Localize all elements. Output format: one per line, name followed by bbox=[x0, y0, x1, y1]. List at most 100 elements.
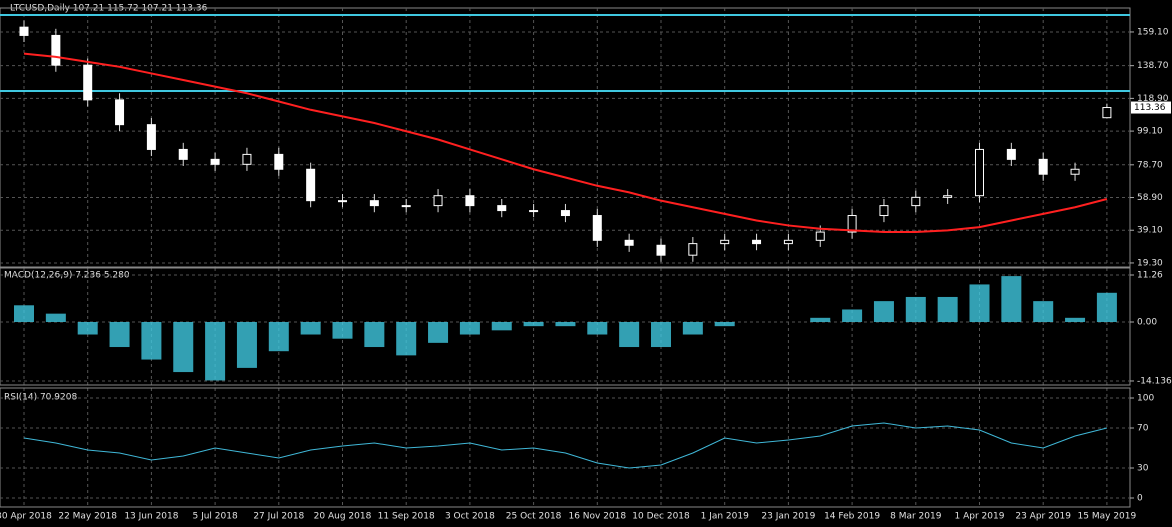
candle-body bbox=[210, 158, 220, 165]
candle-body bbox=[752, 239, 762, 245]
x-tick-label: 25 Oct 2018 bbox=[506, 512, 562, 522]
x-tick-label: 23 Jan 2019 bbox=[761, 512, 815, 522]
rsi-title: RSI(14) 70.9208 bbox=[4, 393, 77, 403]
candle-body bbox=[274, 153, 284, 170]
candle-body bbox=[178, 148, 188, 160]
x-tick-label: 13 Jun 2018 bbox=[124, 512, 178, 522]
y-tick-label: 11.26 bbox=[1137, 271, 1163, 281]
macd-bar bbox=[332, 321, 353, 339]
candle-body bbox=[401, 205, 411, 208]
x-tick-label: 8 Mar 2019 bbox=[890, 512, 942, 522]
panel-frame bbox=[0, 387, 1131, 508]
y-tick-label: -14.136 bbox=[1137, 376, 1172, 386]
macd-bar bbox=[714, 321, 735, 327]
x-tick-label: 11 Sep 2018 bbox=[378, 512, 435, 522]
macd-bar bbox=[300, 321, 321, 335]
panel-frame bbox=[0, 267, 1131, 386]
candle-body bbox=[879, 205, 889, 217]
price-label-box bbox=[1131, 101, 1171, 114]
macd-bar bbox=[587, 321, 608, 335]
candle-body bbox=[19, 26, 29, 36]
macd-bar bbox=[236, 321, 257, 368]
x-tick-label: 30 Apr 2018 bbox=[0, 512, 52, 522]
y-tick-label: 0 bbox=[1137, 494, 1143, 504]
macd-bar bbox=[873, 301, 894, 322]
y-tick-label: 19.30 bbox=[1137, 258, 1163, 268]
macd-bar bbox=[77, 321, 98, 335]
candle-body bbox=[975, 148, 984, 197]
macd-bar bbox=[109, 321, 130, 348]
x-tick-label: 23 Apr 2019 bbox=[1015, 512, 1071, 522]
candle-body bbox=[688, 243, 698, 256]
macd-bar bbox=[810, 317, 831, 322]
x-tick-label: 27 Jul 2018 bbox=[253, 512, 304, 522]
macd-bar bbox=[905, 296, 926, 322]
candle-body bbox=[1070, 168, 1080, 175]
x-tick-label: 16 Nov 2018 bbox=[568, 512, 626, 522]
y-tick-label: 70 bbox=[1137, 424, 1149, 434]
macd-bar bbox=[459, 321, 480, 335]
candle-body bbox=[911, 196, 921, 207]
macd-bar bbox=[364, 321, 385, 348]
macd-bar bbox=[651, 321, 671, 348]
y-tick-label: 78.70 bbox=[1137, 160, 1163, 170]
candle-body bbox=[815, 231, 825, 241]
macd-bar bbox=[1065, 317, 1086, 322]
candle-body bbox=[560, 210, 570, 217]
candle-body bbox=[1006, 148, 1016, 160]
candle-body bbox=[1038, 158, 1048, 175]
candle-body bbox=[306, 168, 316, 202]
candle-body bbox=[338, 200, 347, 203]
candle-body bbox=[242, 153, 252, 165]
y-tick-label: 0.00 bbox=[1137, 317, 1157, 327]
macd-bar bbox=[205, 321, 226, 381]
macd-bar bbox=[268, 321, 289, 352]
candle-body bbox=[51, 34, 61, 66]
macd-bar bbox=[682, 321, 703, 335]
macd-bar bbox=[619, 321, 640, 348]
macd-bar bbox=[45, 313, 66, 322]
x-tick-label: 20 Aug 2018 bbox=[314, 512, 372, 522]
y-tick-label: 39.10 bbox=[1137, 226, 1163, 236]
y-tick-label: 30 bbox=[1137, 464, 1149, 474]
macd-bar bbox=[1001, 276, 1022, 322]
macd-bar bbox=[937, 296, 958, 322]
candle-body bbox=[847, 215, 857, 233]
macd-bar bbox=[555, 321, 576, 327]
candle-body bbox=[465, 195, 475, 207]
candle-body bbox=[83, 64, 93, 101]
macd-bar bbox=[491, 321, 512, 331]
x-tick-label: 5 Jul 2018 bbox=[192, 512, 237, 522]
y-tick-label: 159.10 bbox=[1137, 27, 1169, 37]
rsi-line bbox=[23, 422, 1108, 469]
macd-bar bbox=[428, 321, 449, 343]
y-tick-label: 100 bbox=[1137, 394, 1154, 404]
macd-bar bbox=[396, 321, 417, 356]
candle-body bbox=[1102, 107, 1112, 119]
macd-bar bbox=[14, 305, 34, 322]
macd-bar bbox=[842, 309, 863, 322]
macd-bar bbox=[173, 321, 194, 373]
macd-bar bbox=[1096, 292, 1117, 322]
candle-body bbox=[783, 239, 793, 245]
panel-frame bbox=[0, 7, 1131, 268]
candle-body bbox=[146, 124, 156, 150]
x-tick-label: 1 Apr 2019 bbox=[955, 512, 1005, 522]
candle-body bbox=[529, 210, 539, 213]
candle-body bbox=[624, 239, 634, 246]
x-tick-label: 14 Feb 2019 bbox=[824, 512, 880, 522]
x-tick-label: 15 May 2019 bbox=[1078, 512, 1137, 522]
macd-bar bbox=[141, 321, 162, 360]
macd-bar bbox=[969, 284, 990, 322]
y-tick-label: 99.10 bbox=[1137, 127, 1163, 137]
x-tick-label: 10 Dec 2018 bbox=[632, 512, 690, 522]
moving-average bbox=[23, 52, 1108, 234]
candle-body bbox=[656, 244, 666, 256]
macd-bar bbox=[523, 321, 544, 327]
price-label: 113.36 bbox=[1134, 103, 1166, 113]
y-tick-label: 58.90 bbox=[1137, 193, 1163, 203]
candle-body bbox=[369, 200, 379, 207]
y-tick-label: 138.70 bbox=[1137, 61, 1169, 71]
